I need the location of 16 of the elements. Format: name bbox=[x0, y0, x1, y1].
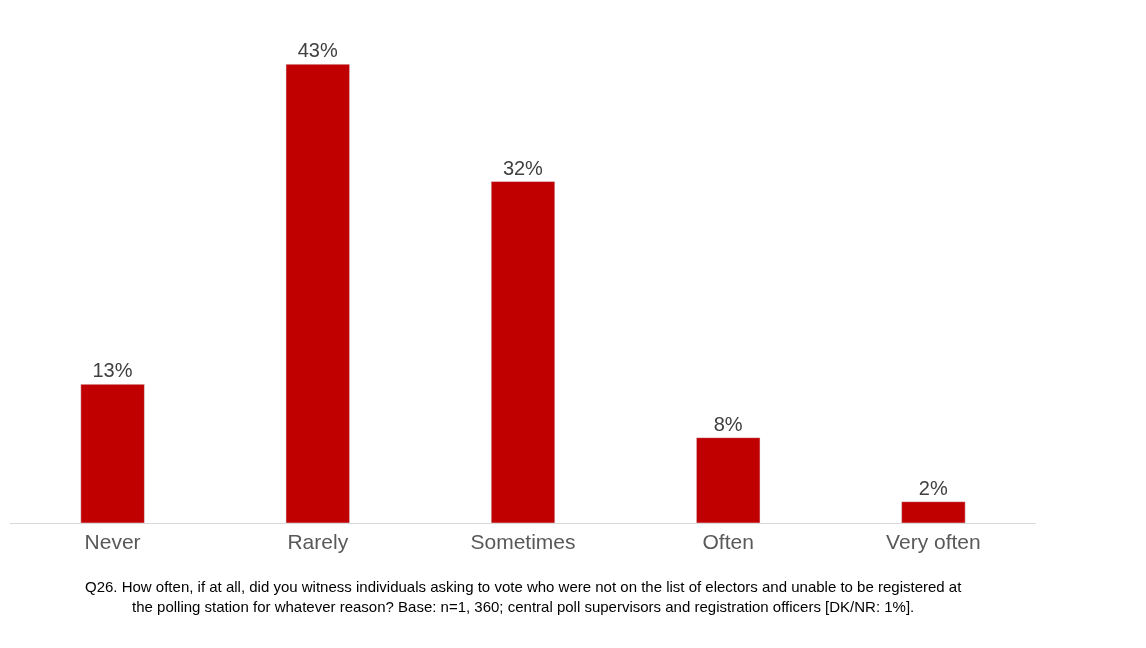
data-label: 32% bbox=[502, 156, 544, 179]
data-label: 13% bbox=[92, 359, 133, 382]
x-tick-label: Very often bbox=[886, 530, 981, 554]
bar bbox=[901, 501, 966, 523]
x-tick-label: Never bbox=[84, 530, 141, 554]
data-label: 2% bbox=[918, 476, 948, 499]
x-tick-label: Rarely bbox=[287, 530, 349, 554]
bar bbox=[490, 181, 556, 523]
bar bbox=[285, 63, 350, 523]
text: Q26. How often, if at all, did you witness individuals asking to vote who were not on the list of electors and unable to be registered at the polling station for whatever reason? Base: n=1, 360; central poll supervisors and registration officers [DK/NR: 1%]. bbox=[85, 578, 963, 615]
data-label: 8% bbox=[713, 412, 743, 435]
x-tick-label: Sometimes bbox=[470, 530, 576, 554]
bar bbox=[696, 437, 761, 523]
x-tick-label: Often bbox=[702, 530, 754, 554]
data-label: 43% bbox=[297, 39, 338, 62]
bar bbox=[80, 384, 145, 523]
